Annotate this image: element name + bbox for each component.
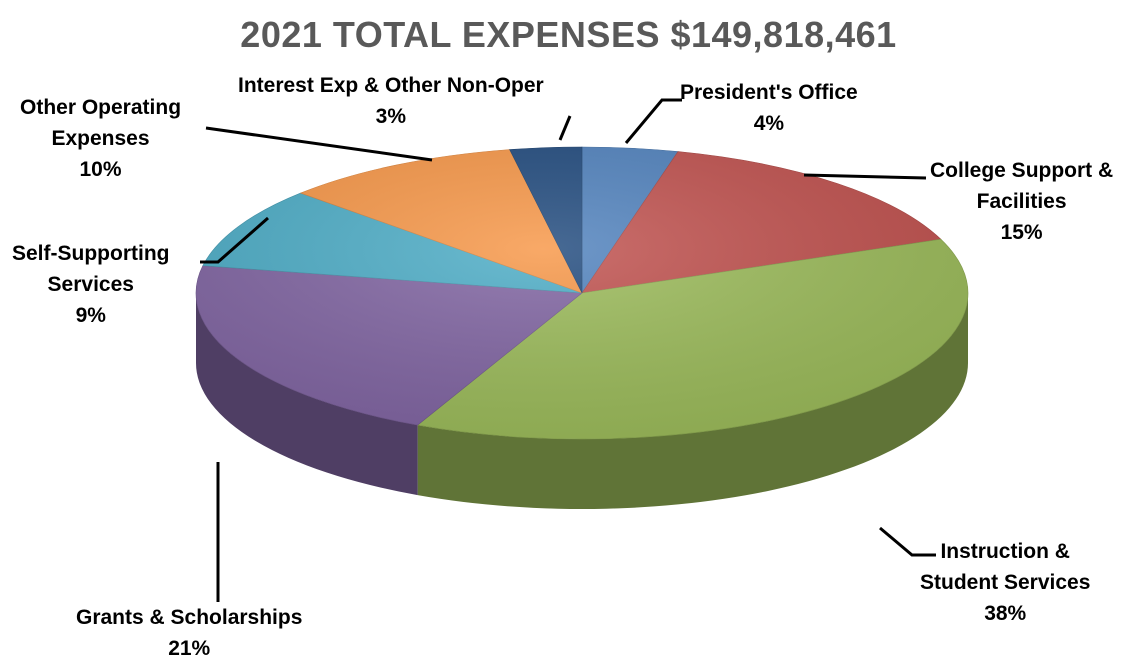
slice-name-line: Expenses: [51, 127, 150, 150]
slice-label-self-supporting: Self-Supporting Services 9%: [12, 238, 169, 331]
slice-name-line: Services: [47, 273, 134, 296]
slice-name-line: College Support &: [930, 159, 1114, 182]
slice-label-instruction: Instruction & Student Services 38%: [920, 536, 1090, 629]
leader-line-self-supporting: [200, 216, 269, 264]
slice-percent: 38%: [984, 602, 1027, 625]
slice-label-grants: Grants & Scholarships 21%: [76, 602, 302, 664]
slice-percent: 10%: [79, 158, 122, 181]
slice-percent: 9%: [75, 304, 106, 327]
slice-name-line: Student Services: [920, 571, 1091, 594]
slice-name-line: Other Operating: [20, 96, 182, 119]
pie-side-grants: [196, 293, 418, 496]
pie-top-sheen: [196, 147, 968, 439]
pie-side-instruction: [417, 293, 969, 509]
slice-label-other-operating: Other Operating Expenses 10%: [20, 92, 181, 185]
slice-name-line: Interest Exp & Other Non-Oper: [238, 74, 544, 97]
slice-percent: 3%: [375, 105, 407, 128]
leader-line-presidents-office: [624, 98, 682, 144]
leader-line-interest-exp: [558, 115, 572, 141]
slice-label-presidents-office: President's Office 4%: [680, 77, 858, 139]
slice-name-line: Grants & Scholarships: [76, 606, 303, 629]
slice-name-line: Self-Supporting: [12, 242, 170, 265]
slice-name-line: President's Office: [680, 81, 858, 104]
slice-label-interest-exp: Interest Exp & Other Non-Oper 3%: [238, 70, 544, 132]
slice-percent: 15%: [1000, 221, 1043, 244]
slice-label-college-support: College Support & Facilities 15%: [930, 155, 1113, 248]
slice-percent: 21%: [168, 637, 211, 660]
leader-line-college-support: [803, 173, 927, 180]
slice-name-line: Facilities: [976, 190, 1067, 213]
slice-percent: 4%: [753, 112, 785, 135]
leader-line-instruction: [879, 526, 936, 557]
leader-line-other-operating: [205, 126, 433, 162]
chart-title: 2021 TOTAL EXPENSES $149,818,461: [240, 14, 897, 55]
slice-name-line: Instruction &: [940, 540, 1070, 563]
